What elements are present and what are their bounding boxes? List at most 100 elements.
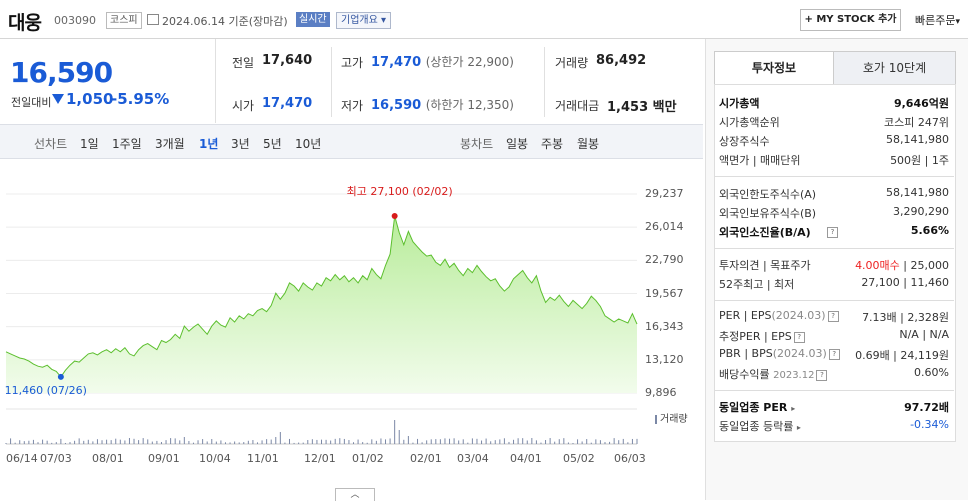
w52-label: 52주최고 | 최저: [719, 278, 795, 291]
period-3y[interactable]: 3년: [231, 137, 250, 151]
high-annotation: 최고 27,100 (02/02): [346, 184, 453, 198]
quick-order-dropdown[interactable]: 빠른주문▾: [915, 12, 960, 28]
help-icon[interactable]: ?: [793, 331, 805, 343]
low-annotation: 최저 11,460 (07/26): [0, 383, 87, 397]
candle-daily[interactable]: 일봉: [506, 137, 529, 151]
volume-bar: [535, 440, 537, 444]
x-tick-label: 06/03: [614, 452, 646, 465]
realtime-badge[interactable]: 실시간: [296, 12, 330, 27]
volume-bar: [325, 439, 327, 444]
upper-limit: (상한가 22,900): [425, 55, 514, 69]
info-value: 58,141,980: [886, 133, 949, 146]
divider: [544, 47, 545, 117]
dividend-row: 배당수익률 2023.12? 0.60%: [719, 366, 949, 385]
info-row: 액면가 | 매매단위 500원 | 1주: [719, 152, 949, 171]
pbr-label-text: PBR | BPS: [719, 347, 773, 360]
high-value: 17,470 (상한가 22,900): [371, 53, 514, 70]
industry-rate-label[interactable]: 동일업종 등락률 ▸: [719, 418, 801, 434]
ind-per-text: 동일업종 PER: [719, 401, 788, 414]
volume-bar: [197, 440, 199, 444]
volume-bar: [266, 439, 268, 444]
volume-bar: [380, 438, 382, 444]
volume-bar: [96, 439, 98, 444]
candle-monthly[interactable]: 월봉: [577, 137, 600, 151]
volume-bar: [572, 442, 574, 444]
info-label: 외국인소진율(B/A): [719, 226, 811, 239]
volume-bar: [321, 439, 322, 444]
help-icon[interactable]: ?: [816, 369, 828, 381]
x-tick-label: 02/01: [410, 452, 442, 465]
volume-bar: [293, 442, 295, 444]
volume-bar: [526, 440, 528, 444]
y-tick-label: 26,014: [645, 220, 684, 234]
invest-info-body: [714, 84, 956, 442]
help-icon[interactable]: ?: [827, 227, 838, 238]
divider: [714, 248, 954, 249]
company-info-dropdown[interactable]: 기업개요 ▾: [336, 12, 392, 29]
volume-bar: [375, 440, 377, 444]
volume-bar: [540, 442, 542, 444]
info-value: 3,290,290: [893, 205, 949, 218]
period-1w[interactable]: 1주일: [112, 137, 142, 151]
volume-legend-swatch: [655, 414, 657, 424]
period-3m[interactable]: 3개월: [155, 137, 185, 151]
help-icon[interactable]: ?: [828, 348, 840, 360]
collapse-button[interactable]: ︿: [335, 488, 375, 501]
volume-bar: [10, 438, 12, 444]
volume-bar: [115, 438, 117, 444]
x-tick-label: 01/02: [352, 452, 384, 465]
volume-bar: [590, 442, 592, 444]
volume-bar: [42, 439, 44, 444]
volume-bar: [462, 439, 464, 444]
period-5y[interactable]: 5년: [263, 137, 282, 151]
volume-bar: [357, 439, 359, 444]
candle-weekly[interactable]: 주봉: [541, 137, 564, 151]
x-tick-label: 12/01: [304, 452, 336, 465]
volume-bar: [243, 442, 245, 444]
volume-bar: [444, 438, 446, 444]
volume-bar: [128, 438, 130, 444]
period-1y[interactable]: 1년: [199, 137, 219, 151]
industry-rate-value: -0.34%: [910, 418, 949, 431]
volume-bar: [631, 438, 633, 444]
volume-bar: [138, 440, 140, 444]
volume-bar: [124, 440, 126, 444]
info-row: 상장주식수 58,141,980: [719, 133, 949, 152]
header: 대웅 003090 코스피 2024.06.14 기준(장마감) 실시간 기업개…: [0, 0, 968, 39]
info-row: 외국인소진율(B/A)? 5.66%: [719, 224, 949, 243]
tab-invest-info[interactable]: 투자정보: [714, 51, 834, 84]
help-icon[interactable]: ?: [827, 310, 839, 322]
dividend-value: 0.60%: [914, 366, 949, 379]
low-price: 16,590: [371, 98, 422, 113]
volume-bar: [476, 438, 478, 444]
ind-rate-text: 동일업종 등락률: [719, 420, 794, 433]
volume-bar: [28, 440, 30, 444]
volume-bar: [60, 438, 62, 444]
volume-bar: [545, 440, 547, 444]
volume-bar: [389, 438, 391, 444]
amount-label: 거래대금: [555, 99, 600, 113]
opinion-row: 투자의견 | 목표주가 4.00매수 | 25,000: [719, 257, 949, 276]
my-stock-add-button[interactable]: + MY STOCK 추가: [800, 9, 901, 31]
volume-bar: [46, 440, 48, 444]
change-value: 1,050: [66, 90, 114, 108]
per-row: PER | EPS(2024.03)? 7.13배 | 2,328원: [719, 309, 949, 328]
volume-bar: [508, 441, 510, 444]
low-label: 저가: [341, 99, 364, 113]
x-tick-label: 10/04: [199, 452, 231, 465]
y-tick-label: 13,120: [645, 352, 684, 366]
opinion-rating: 4.00매수: [855, 259, 900, 272]
volume-bar: [220, 440, 222, 444]
volume-bar: [316, 439, 318, 444]
low-value: 16,590 (하한가 12,350): [371, 96, 514, 113]
period-1d[interactable]: 1일: [80, 137, 99, 151]
volume-bar: [174, 438, 176, 444]
div-period: 2023.12: [773, 370, 815, 381]
tab-orderbook[interactable]: 호가 10단계: [833, 51, 956, 85]
divider: [714, 300, 954, 301]
volume-bar: [435, 439, 437, 444]
company-info-label: 기업개요: [341, 15, 378, 26]
volume-bar: [343, 438, 345, 444]
period-10y[interactable]: 10년: [295, 137, 322, 151]
industry-per-label[interactable]: 동일업종 PER ▸: [719, 399, 795, 415]
